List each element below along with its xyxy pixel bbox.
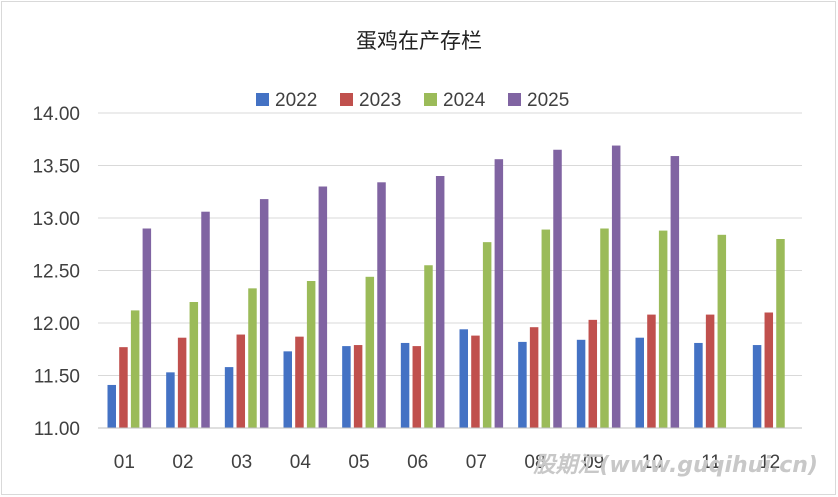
legend-label: 2023 [359, 90, 401, 111]
x-tick-label: 05 [348, 452, 369, 473]
bar-2024-09 [600, 228, 609, 428]
bars [107, 145, 785, 429]
x-tick-label: 10 [642, 452, 663, 473]
bar-2025-03 [259, 199, 269, 428]
bar-2023-02 [177, 337, 187, 428]
bar-2023-01 [119, 347, 128, 428]
legend-swatch-2024 [424, 93, 437, 106]
bar-2023-08 [529, 327, 539, 428]
bar-2022-06 [400, 342, 410, 428]
bar-2023-10 [647, 314, 656, 428]
bar-2023-06 [412, 346, 422, 428]
bar-2022-08 [518, 341, 527, 428]
bar-2024-12 [776, 239, 785, 428]
x-tick-label: 12 [759, 452, 780, 473]
bar-2024-10 [658, 230, 668, 428]
x-tick-label: 02 [172, 452, 193, 473]
bar-2022-12 [752, 345, 762, 428]
bar-2025-09 [611, 145, 621, 429]
y-tick-label: 11.50 [34, 367, 80, 388]
bar-2022-04 [283, 351, 292, 428]
y-tick-label: 14.00 [32, 104, 80, 125]
bar-2025-06 [435, 176, 445, 428]
watermark-text: 股期汇(www.guqihui.cn) [532, 453, 818, 478]
bar-2023-07 [471, 335, 480, 428]
bar-2024-11 [717, 234, 727, 428]
bar-2025-01 [142, 228, 152, 428]
bar-2022-03 [224, 367, 234, 428]
bar-2023-12 [764, 312, 774, 428]
bar-2023-04 [295, 336, 304, 428]
x-tick-label: 11 [701, 452, 721, 473]
x-tick-label: 04 [290, 452, 312, 473]
bar-2024-04 [306, 281, 316, 428]
bar-2022-02 [166, 372, 175, 428]
y-tick-label: 11.00 [34, 419, 80, 440]
bar-2025-05 [377, 182, 386, 428]
bar-2024-06 [424, 265, 433, 428]
bar-2025-08 [553, 149, 562, 428]
bar-2024-02 [189, 302, 199, 428]
bar-2022-05 [342, 346, 351, 428]
legend-swatch-2022 [256, 93, 269, 106]
x-tick-label: 08 [524, 452, 545, 473]
bar-2025-04 [318, 186, 328, 428]
bar-2025-02 [201, 211, 210, 428]
bar-2022-10 [635, 337, 644, 428]
bar-2022-07 [459, 329, 468, 428]
bar-2023-03 [236, 334, 246, 428]
x-tick-label: 09 [583, 452, 604, 473]
bar-2022-09 [576, 339, 586, 428]
bar-2024-07 [482, 242, 492, 428]
y-tick-label: 12.50 [32, 262, 80, 283]
bar-2024-03 [248, 288, 257, 428]
y-axis: 11.00 11.50 12.00 12.50 13.00 13.50 14.00 [32, 104, 80, 440]
y-tick-label: 12.00 [32, 314, 80, 335]
legend-swatch-2023 [340, 93, 353, 106]
bar-2023-05 [353, 345, 363, 428]
y-tick-label: 13.50 [32, 157, 80, 178]
bar-2023-11 [705, 314, 715, 428]
bar-2024-08 [541, 229, 551, 428]
bar-2022-01 [107, 384, 116, 428]
bar-2025-07 [494, 159, 504, 428]
x-tick-label: 07 [466, 452, 487, 473]
bar-2023-09 [588, 319, 598, 428]
legend-swatch-2025 [508, 93, 521, 106]
x-axis: 01 02 03 04 05 06 07 08 09 10 11 12 [98, 427, 802, 473]
legend-label: 2024 [443, 90, 486, 111]
bar-2024-05 [365, 276, 375, 428]
chart-title: 蛋鸡在产存栏 [356, 29, 482, 53]
x-tick-label: 06 [407, 452, 428, 473]
legend-label: 2022 [275, 90, 317, 111]
bar-2025-10 [670, 156, 680, 429]
x-tick-label: 03 [231, 452, 252, 473]
x-tick-label: 01 [114, 452, 135, 473]
bar-2024-01 [130, 310, 140, 428]
legend: 2022 2023 2024 2025 [256, 90, 569, 111]
legend-label: 2025 [527, 90, 569, 111]
bar-2022-11 [694, 342, 703, 428]
y-tick-label: 13.00 [32, 209, 80, 230]
